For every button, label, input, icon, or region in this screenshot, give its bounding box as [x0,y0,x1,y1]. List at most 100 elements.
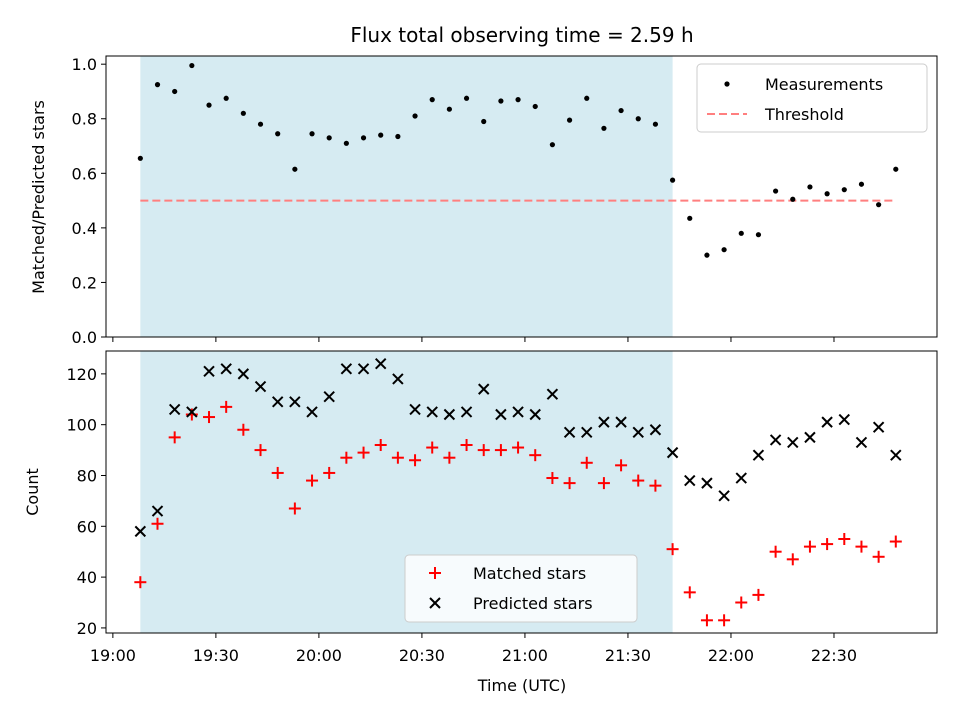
x-tick-label: 19:00 [90,646,136,665]
measurement-point [223,95,229,101]
measurement-point [429,97,435,103]
predicted-stars-point [478,383,490,395]
matched-stars-point [786,553,799,566]
predicted-stars-point [460,406,473,418]
predicted-stars-point [598,416,610,428]
predicted-stars-point [512,406,524,418]
predicted-stars-point [306,406,318,418]
predicted-stars-point [375,357,387,370]
predicted-stars-point [392,373,404,385]
matched-stars-point [409,454,422,467]
x-tick-label: 21:00 [502,646,548,665]
predicted-stars-point [357,363,370,375]
measurement-point [292,166,298,172]
top-y-tick-label: 0.2 [72,273,97,292]
top-plot-frame [105,55,938,338]
predicted-stars-point [666,446,679,459]
measurement-point [876,202,882,208]
predicted-stars-point [632,426,644,439]
predicted-stars-point [872,421,885,433]
matched-stars-point [700,614,713,627]
measurement-point [240,110,246,116]
matched-stars-point [168,431,181,444]
matched-stars-point [391,451,404,464]
measurement-point [463,95,470,101]
x-tick-label: 21:30 [605,646,651,665]
predicted-stars-point [323,391,335,403]
predicted-stars-point [615,416,627,428]
matched-stars-point [632,474,645,487]
matched-stars-point [254,444,267,457]
legend-predicted-marker [429,597,441,609]
x-axis-label: Time (UTC) [477,676,566,695]
measurement-point [584,95,590,101]
measurement-point [532,103,538,110]
matched-stars-point [134,576,147,589]
matched-stars-point [649,479,662,492]
predicted-stars-point [546,388,559,400]
measurement-point [172,88,178,95]
predicted-stars-point [529,408,541,421]
predicted-stars-point [701,477,713,489]
x-tick-label: 22:30 [811,646,857,665]
measurement-point [790,196,796,202]
matched-stars-point [889,535,902,548]
predicted-stars-point [220,363,232,375]
predicted-stars-point [203,365,215,378]
predicted-stars-point [735,472,747,484]
top-y-tick-label: 0.8 [72,110,97,129]
legend-measurements-label: Measurements [765,75,883,94]
top-y-axis-label: Matched/Predicted stars [29,100,48,294]
legend-measurements-marker [724,81,730,87]
predicted-stars-point [718,490,730,502]
measurement-point [618,107,624,114]
legend-predicted-label: Predicted stars [473,594,593,613]
legend-matched-marker [429,567,441,579]
bottom-y-tick-label: 60 [77,517,97,536]
matched-stars-point [288,502,301,515]
predicted-stars-point [769,434,782,446]
bottom-legend: Matched stars Predicted stars [404,554,638,623]
predicted-stars-point [752,449,765,461]
matched-stars-point [838,533,851,545]
predicted-stars-point [495,408,507,421]
matched-stars-point [460,439,473,451]
predicted-stars-point [649,424,662,436]
measurement-point [378,132,384,138]
measurement-point [824,191,830,197]
predicted-stars-point [855,436,868,449]
predicted-stars-point [890,449,902,461]
x-tick-label: 20:30 [399,646,445,665]
measurement-point [635,116,641,122]
measurement-point [807,184,813,190]
measurement-point [515,97,521,103]
predicted-stars-point [804,431,816,444]
measurement-point [275,131,281,137]
matched-stars-point [426,441,439,454]
matched-stars-point [666,543,679,556]
matched-stars-point [872,550,885,563]
bottom-legend-box [404,554,638,623]
predicted-stars-point [271,396,284,408]
measurement-point [257,121,264,127]
matched-stars-point [357,446,370,459]
bottom-y-tick-label: 100 [66,416,97,435]
measurement-point [652,121,659,127]
matched-stars-point [821,538,834,551]
measurement-point [755,232,762,238]
matched-stars-point [580,456,593,469]
matched-stars-point [512,441,525,454]
measurement-point [154,82,161,88]
measurement-point [601,125,607,131]
matched-stars-point [443,451,456,464]
measurement-point [858,181,865,187]
predicted-stars-point [684,474,696,487]
matched-stars-point [323,466,336,479]
matched-stars-point [752,588,765,601]
predicted-stars-point [581,426,593,439]
matched-stars-point [477,444,490,457]
predicted-stars-point [254,380,267,393]
predicted-stars-point [426,406,438,418]
bottom-y-tick-label: 40 [77,568,97,587]
predicted-stars-point [563,426,576,439]
